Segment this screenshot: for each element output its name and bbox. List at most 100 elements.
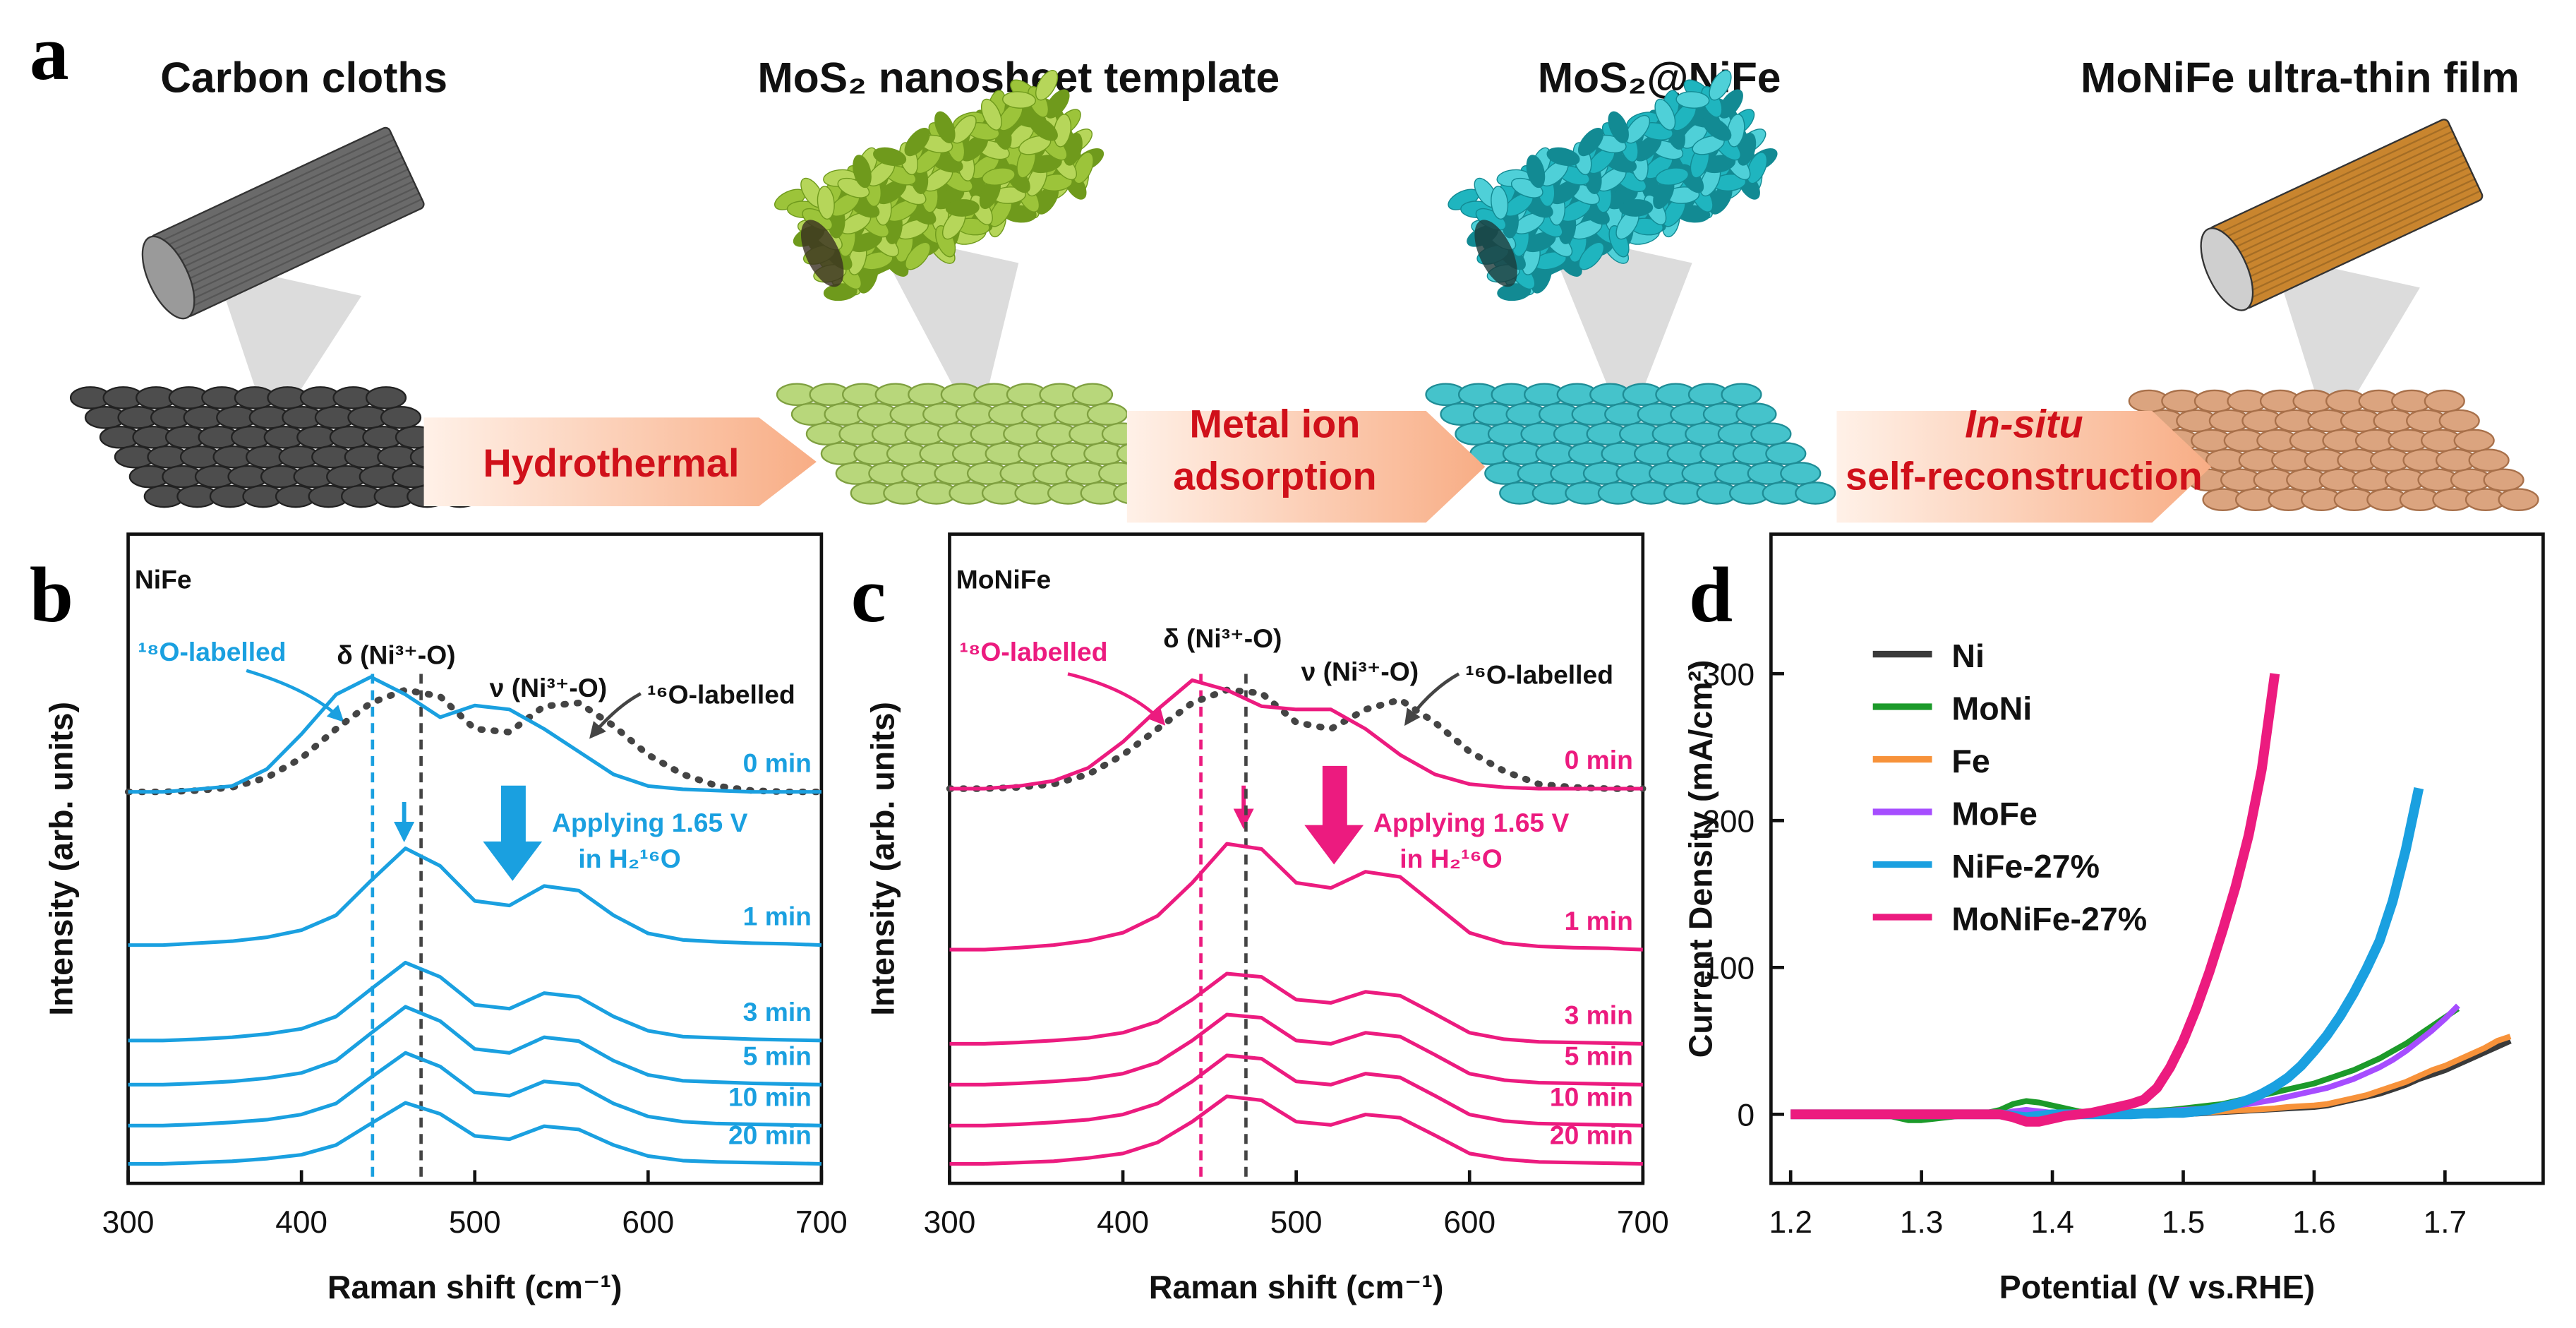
- fiber-stripe: [175, 174, 411, 286]
- fiber-stripe: [183, 192, 420, 304]
- stage-title: MoS₂@NiFe: [1538, 53, 1781, 101]
- series-label: 0 min: [1565, 745, 1633, 774]
- weave: [2483, 468, 2524, 492]
- x-tick-label: 1.2: [1769, 1205, 1812, 1240]
- nanosheet: [1746, 152, 1768, 184]
- x-tick-label: 700: [1617, 1205, 1669, 1240]
- y-tick-label: 300: [1702, 658, 1755, 693]
- fiber: [1448, 70, 1778, 301]
- nanosheet: [1709, 70, 1732, 101]
- nanosheet: [1063, 132, 1083, 166]
- fiber-stripe: [2244, 190, 2481, 301]
- nanosheet: [1035, 70, 1059, 101]
- x-tick-label: 300: [102, 1205, 155, 1240]
- nanosheet: [1491, 186, 1509, 220]
- weave: [2498, 488, 2539, 512]
- panel-label: c: [851, 551, 886, 639]
- weave: [2453, 429, 2495, 453]
- fiber-stripe: [2225, 148, 2462, 260]
- series-line: [1790, 673, 2280, 1127]
- fiber-stripe: [2233, 166, 2470, 278]
- beam-cone: [1544, 229, 1692, 433]
- x-tick-label: 600: [622, 1205, 674, 1240]
- nanosheet: [1675, 91, 1710, 109]
- annotation: Applying 1.65 V: [552, 808, 747, 837]
- nanosheet: [951, 114, 977, 144]
- chart-title: NiFe: [135, 564, 192, 594]
- nanosheet: [945, 199, 980, 217]
- x-tick-label: 400: [1097, 1205, 1149, 1240]
- x-tick-label: 600: [1443, 1205, 1495, 1240]
- series-line: [124, 686, 825, 796]
- big-arrow: [483, 785, 543, 881]
- fiber-stripe: [158, 138, 395, 251]
- series-line: [1790, 787, 2424, 1123]
- nanosheet: [1546, 147, 1580, 167]
- annotation-arrow: [1404, 672, 1460, 726]
- annotation: in H₂¹⁶O: [578, 844, 680, 873]
- nanosheet: [1608, 111, 1629, 143]
- annotation: in H₂¹⁶O: [1400, 844, 1502, 873]
- y-axis-label: Intensity (arb. units): [42, 702, 79, 1016]
- series-label: 20 min: [728, 1120, 812, 1150]
- weave: [2424, 389, 2465, 413]
- y-axis-label: Current Density (mA/cm²): [1683, 659, 1719, 1058]
- weave: [1750, 422, 1792, 445]
- nanosheet: [1702, 116, 1732, 141]
- nanosheet: [1625, 114, 1651, 144]
- y-axis-label: Intensity (arb. units): [864, 702, 901, 1016]
- nanosheet: [1718, 89, 1743, 119]
- weave: [365, 386, 407, 409]
- nanosheet: [1045, 89, 1070, 119]
- x-axis-label: Potential (V vs.RHE): [1999, 1269, 2315, 1305]
- legend-label: MoFe: [1951, 796, 2038, 832]
- annotation: ¹⁸O-labelled: [138, 637, 287, 666]
- x-tick-label: 700: [795, 1205, 848, 1240]
- plot-frame: [1769, 532, 2545, 1185]
- nanosheet: [1526, 155, 1546, 189]
- fiber-cap: [800, 220, 844, 287]
- nanosheet: [817, 186, 835, 220]
- fiber: [2200, 119, 2484, 311]
- x-axis-label: Raman shift (cm⁻¹): [327, 1269, 622, 1305]
- fiber-cap: [2200, 227, 2254, 311]
- x-axis-label: Raman shift (cm⁻¹): [1149, 1269, 1444, 1305]
- y-tick-label: 0: [1738, 1099, 1755, 1133]
- arrow-label: Hydrothermal: [483, 441, 739, 485]
- annotation-arrow: [1067, 672, 1166, 726]
- nanosheet: [1578, 241, 1605, 270]
- annotation: δ (Ni³⁺-O): [337, 640, 455, 670]
- fiber-stripe: [2231, 160, 2467, 272]
- series-label: 20 min: [1550, 1120, 1633, 1150]
- weave: [1780, 462, 1822, 485]
- nanosheet: [1577, 128, 1604, 157]
- y-tick-label: 200: [1702, 805, 1755, 839]
- nanosheet: [873, 147, 907, 167]
- fiber-stripe: [2228, 154, 2464, 266]
- fiber: [774, 70, 1105, 301]
- series-label: 1 min: [1565, 906, 1633, 935]
- series-line: [949, 971, 1643, 1046]
- series-line: [949, 842, 1643, 952]
- fiber-stripe: [2222, 142, 2459, 254]
- annotation: ¹⁶O-labelled: [647, 679, 795, 709]
- x-tick-label: 1.4: [2030, 1205, 2074, 1240]
- weave: [2468, 448, 2510, 472]
- beam-cone: [213, 263, 362, 436]
- fiber-stripe: [2217, 130, 2453, 242]
- series-label: 10 min: [1550, 1082, 1633, 1111]
- legend-label: Ni: [1951, 638, 1985, 674]
- nanosheet: [853, 155, 872, 189]
- y-tick-label: 100: [1702, 952, 1755, 986]
- fiber-cap: [1474, 220, 1517, 287]
- x-tick-label: 1.3: [1900, 1205, 1943, 1240]
- legend-label: MoNi: [1951, 690, 2032, 727]
- stage-title: MoNiFe ultra-thin film: [2081, 53, 2520, 101]
- nanosheet: [934, 111, 956, 143]
- panel-label: d: [1689, 551, 1733, 639]
- series-line: [949, 678, 1643, 791]
- series-line: [949, 1094, 1643, 1166]
- panel-label: a: [30, 9, 69, 97]
- weave: [1721, 383, 1762, 407]
- series-line: [949, 1053, 1643, 1127]
